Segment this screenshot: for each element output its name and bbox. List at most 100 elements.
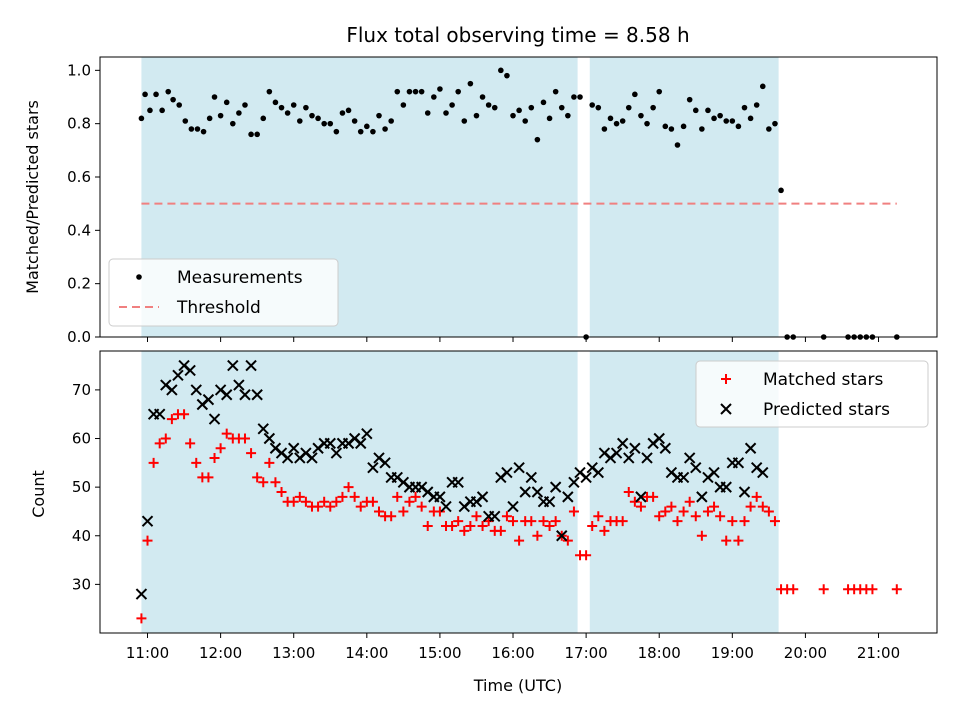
bottom-y-tick-label: 40 <box>72 527 91 545</box>
matched-star-point <box>349 491 360 502</box>
matched-star-point <box>495 525 506 536</box>
matched-star-point <box>166 414 177 425</box>
matched-star-point <box>666 501 677 512</box>
matched-star-point <box>246 448 257 459</box>
legend-measurement-marker <box>136 274 142 280</box>
measurement-point <box>437 86 443 92</box>
measurement-point <box>142 91 148 98</box>
predicted-star-point <box>616 437 629 450</box>
predicted-star-point <box>190 384 202 396</box>
matched-star-point <box>696 530 707 541</box>
predicted-star-point <box>549 481 562 493</box>
matched-star-point <box>374 506 384 517</box>
measurement-point <box>510 112 516 119</box>
matched-star-point <box>343 482 354 493</box>
predicted-star-point <box>744 442 757 454</box>
predicted-star-point <box>738 486 751 498</box>
predicted-star-point <box>288 442 300 454</box>
matched-star-point <box>416 501 427 512</box>
matched-star-point <box>367 496 378 507</box>
x-tick-label: 19:00 <box>711 644 754 662</box>
matched-star-point <box>654 511 665 522</box>
x-tick-label: 14:00 <box>345 644 388 662</box>
matched-star-point <box>453 516 464 527</box>
measurement-point <box>662 123 669 130</box>
measurement-point <box>705 107 711 114</box>
matched-star-point <box>148 457 159 468</box>
matched-star-point <box>788 584 799 595</box>
matched-star-point <box>763 506 774 517</box>
measurement-point <box>772 120 778 127</box>
matched-star-point <box>465 521 476 532</box>
matched-star-point <box>160 433 171 444</box>
predicted-star-point <box>233 379 245 391</box>
measurement-point <box>315 115 321 122</box>
matched-star-point <box>733 535 744 546</box>
matched-star-point <box>587 521 598 532</box>
measurement-point <box>516 107 522 114</box>
predicted-star-point <box>623 452 635 464</box>
measurement-point <box>778 187 784 194</box>
matched-star-point <box>593 511 604 522</box>
bottom-y-tick-label: 50 <box>72 478 91 496</box>
predicted-star-point <box>135 588 148 600</box>
measurement-point <box>565 112 571 119</box>
predicted-star-point <box>757 466 769 479</box>
measurement-point <box>138 115 145 122</box>
measurement-point <box>668 126 675 132</box>
matched-star-point <box>599 525 610 536</box>
top-legend-box <box>108 258 339 327</box>
matched-star-point <box>550 516 561 527</box>
measurement-point <box>272 99 279 106</box>
matched-star-point <box>617 516 628 527</box>
top-axes-frame <box>99 56 938 338</box>
measurement-point <box>266 88 273 95</box>
measurement-point <box>443 110 449 116</box>
measurement-point <box>376 112 382 119</box>
measurement-point <box>424 110 431 116</box>
top-y-tick-label: 0.8 <box>67 115 91 133</box>
matched-star-point <box>727 516 738 527</box>
measurement-point <box>449 102 455 108</box>
x-tick-label: 11:00 <box>126 644 169 662</box>
measurement-point <box>182 118 189 124</box>
predicted-star-point <box>184 364 196 377</box>
matched-star-point <box>648 491 659 502</box>
measurement-point <box>552 88 559 95</box>
matched-star-point <box>581 550 592 561</box>
matched-star-point <box>635 501 646 512</box>
x-tick-label: 13:00 <box>272 644 315 662</box>
measurement-point <box>577 94 583 100</box>
measurement-point <box>206 115 213 122</box>
measurement-point <box>290 102 297 108</box>
top-y-axis-label: Matched/Predicted stars <box>23 100 42 294</box>
measurement-point <box>644 120 650 127</box>
measurement-point <box>528 104 535 111</box>
matched-star-point <box>891 584 902 595</box>
measurement-point <box>759 83 766 90</box>
measurement-point <box>753 102 760 108</box>
measurement-point <box>412 88 419 95</box>
measurement-point <box>729 118 736 124</box>
predicted-star-point <box>556 530 568 542</box>
matched-star-point <box>538 516 549 527</box>
measurement-point <box>176 102 182 108</box>
measurement-point <box>388 118 394 124</box>
predicted-star-point <box>629 442 641 454</box>
predicted-star-point <box>476 491 489 503</box>
measurement-point <box>418 88 425 95</box>
matched-star-point <box>678 506 689 517</box>
matched-star-point <box>392 491 403 502</box>
predicted-star-point <box>361 427 373 440</box>
measurement-point <box>297 118 303 124</box>
measurement-point <box>595 104 602 111</box>
measurement-point <box>223 99 230 106</box>
measurement-point <box>211 94 218 100</box>
measurement-point <box>153 91 159 98</box>
legend-matched-label: Matched stars <box>763 370 883 390</box>
matched-star-point <box>319 496 330 507</box>
measurement-point <box>242 102 248 108</box>
matched-star-point <box>154 438 165 449</box>
matched-star-point <box>325 501 336 512</box>
